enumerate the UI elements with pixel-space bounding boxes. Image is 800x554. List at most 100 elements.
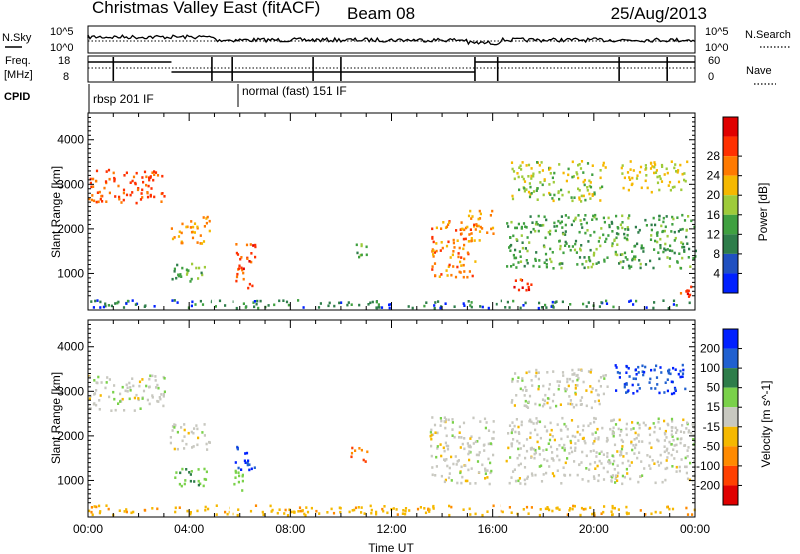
heat-cell (621, 440, 625, 443)
heat-cell (666, 466, 669, 470)
heat-cell (270, 510, 273, 513)
heat-cell (657, 420, 660, 424)
cpid-label: CPID (4, 91, 30, 103)
heat-cell (194, 303, 197, 306)
heat-cell (657, 464, 661, 467)
x-tick-label: 04:00 (174, 522, 204, 536)
heat-cell (430, 433, 433, 437)
heat-cell (571, 160, 574, 164)
heat-cell (448, 221, 451, 224)
colorbar-tick-label: 200 (700, 342, 720, 356)
heat-cell (630, 461, 633, 464)
heat-cell (423, 304, 426, 308)
heat-cell (611, 244, 614, 248)
heat-cell (582, 180, 585, 184)
heat-cell (210, 300, 213, 304)
heat-cell (589, 234, 592, 237)
heat-cell (530, 379, 533, 382)
heat-cell (685, 506, 688, 510)
heat-cell (203, 434, 206, 437)
heat-cell (535, 422, 538, 425)
heat-cell (478, 471, 481, 474)
heat-cell (235, 251, 238, 255)
heat-cell (624, 228, 627, 231)
heat-cell (560, 437, 563, 441)
heat-cell (455, 463, 458, 466)
sky-panel-frame (87, 25, 696, 54)
heat-cell (668, 180, 672, 184)
heat-cell (637, 434, 640, 437)
heat-cell (462, 421, 466, 425)
heat-cell (679, 369, 682, 373)
heat-cell (542, 384, 545, 388)
heat-cell (611, 513, 614, 517)
heat-cell (667, 307, 670, 310)
heat-cell (137, 187, 140, 190)
heat-cell (99, 197, 102, 201)
heat-cell (614, 364, 617, 367)
heat-cell (679, 430, 683, 433)
heat-cell (113, 176, 116, 180)
heat-cell (88, 197, 91, 201)
heat-cell (184, 479, 187, 482)
heat-cell (104, 304, 107, 308)
nsky-label: N.Sky (2, 32, 32, 44)
heat-cell (517, 463, 520, 467)
heat-cell (597, 436, 600, 439)
heat-cell (468, 507, 471, 511)
heat-cell (638, 440, 641, 443)
heat-cell (431, 466, 434, 469)
heat-cell (506, 222, 509, 225)
heat-cell (126, 386, 129, 390)
heat-cell (542, 193, 545, 197)
heat-cell (602, 478, 606, 481)
heat-cell (95, 381, 98, 384)
heat-cell (659, 366, 662, 369)
heat-cell (234, 476, 237, 479)
heat-cell (611, 462, 615, 466)
heat-cell (110, 304, 113, 308)
heat-cell (530, 177, 533, 180)
heat-cell (126, 390, 129, 393)
heat-cell (486, 469, 489, 472)
heat-cell (612, 432, 615, 435)
heat-cell (548, 166, 551, 170)
heat-cell (100, 381, 103, 384)
heat-cell (564, 240, 567, 244)
heat-cell (662, 220, 665, 224)
heat-cell (114, 408, 117, 412)
heat-cell (439, 424, 442, 427)
heat-cell (536, 161, 539, 164)
heat-cell (582, 436, 585, 440)
heat-cell (456, 265, 459, 269)
heat-cell (591, 512, 594, 516)
heat-cell (407, 305, 410, 308)
heat-cell (370, 508, 373, 512)
heat-cell (96, 191, 99, 194)
heat-cell (303, 512, 306, 516)
heat-cell (642, 373, 645, 377)
heat-cell (154, 375, 157, 378)
heat-cell (560, 266, 563, 270)
heat-cell (443, 420, 446, 423)
heat-cell (511, 428, 514, 431)
heat-cell (625, 391, 628, 394)
heat-cell (404, 512, 407, 516)
heat-cell (675, 450, 679, 453)
heat-cell (675, 470, 678, 473)
heat-cell (594, 431, 597, 434)
heat-cell (201, 303, 205, 306)
heat-cell (524, 385, 527, 389)
heat-cell (543, 458, 546, 461)
heat-cell (241, 268, 244, 272)
heat-cell (653, 368, 656, 372)
station-title: Christmas Valley East (fitACF) (92, 0, 320, 17)
y-tick-label: 4000 (57, 133, 84, 147)
heat-cell (518, 441, 521, 445)
heat-cell (574, 393, 577, 396)
heat-cell (358, 255, 361, 259)
heat-cell (517, 288, 521, 292)
heat-cell (199, 482, 202, 486)
heat-cell (187, 269, 190, 272)
